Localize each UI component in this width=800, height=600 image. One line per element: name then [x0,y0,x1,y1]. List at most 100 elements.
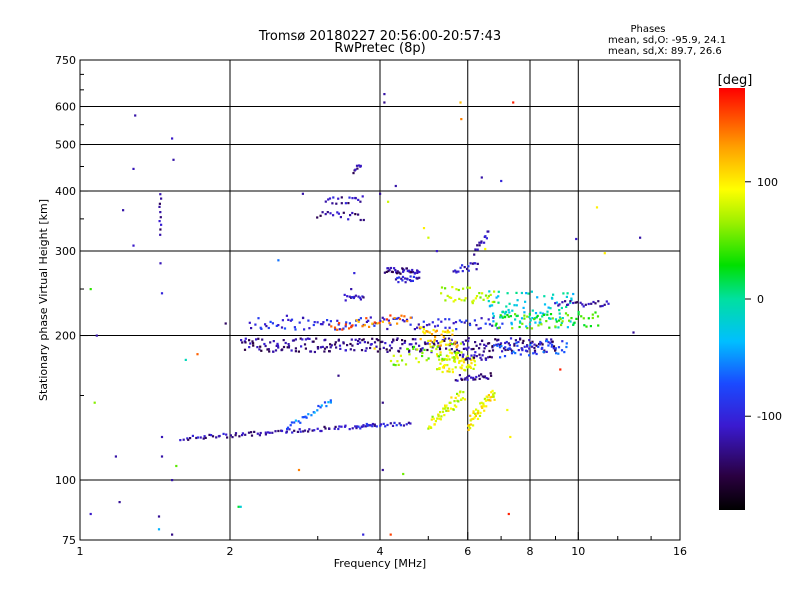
data-point [359,341,362,344]
data-point [557,352,560,355]
stats-heading: Phases [630,24,665,35]
data-point [583,324,586,327]
data-point [461,355,464,358]
data-point [451,368,454,371]
data-point [373,341,377,344]
data-point [386,350,389,353]
data-point [597,300,600,303]
data-point [422,328,426,331]
data-point [481,339,484,342]
data-point [531,317,534,320]
data-point [410,279,413,283]
data-point [560,349,564,352]
x-tick-label: 10 [571,545,585,558]
data-point [480,240,483,243]
data-point [93,401,96,404]
data-point [521,349,524,352]
data-point [559,368,562,371]
data-point [459,398,463,401]
data-point [473,319,476,322]
data-point [358,296,361,299]
data-point [567,303,570,306]
data-point [199,436,202,439]
data-point [560,323,563,327]
data-point [308,327,311,330]
data-point [361,339,364,342]
data-point [496,327,499,330]
data-point [467,265,470,268]
data-point [579,301,582,304]
data-point [528,347,531,350]
data-point [330,325,333,328]
data-point [550,338,553,341]
data-point [599,305,602,308]
data-point [396,360,399,363]
data-point [247,431,251,434]
data-point [375,338,378,341]
data-point [555,320,558,323]
data-point [428,343,431,346]
data-point [361,325,364,328]
data-point [409,422,412,425]
data-point [439,353,442,356]
data-point [473,354,476,357]
data-point [463,398,467,401]
data-point [526,315,529,318]
data-point [432,341,435,345]
data-point [448,331,451,334]
data-point [459,342,463,345]
data-point [244,337,247,340]
data-point [603,252,606,255]
data-point [488,290,491,293]
data-point [558,312,561,315]
data-point [510,323,513,326]
data-point [432,345,435,348]
data-point [224,322,227,325]
data-point [455,271,458,274]
data-point [546,310,549,313]
data-point [404,363,408,366]
data-point [566,292,569,295]
data-point [546,313,549,316]
data-point [336,328,339,331]
data-point [471,302,474,305]
data-point [408,349,411,352]
data-point [365,422,368,426]
data-point [354,294,357,297]
data-point [421,354,424,358]
data-point [438,348,442,351]
data-point [406,348,409,351]
data-point [351,427,354,430]
data-point [516,344,519,347]
data-point [476,244,479,247]
data-point [392,354,395,357]
data-point [518,320,522,323]
data-point [506,313,509,317]
data-point [459,390,462,393]
data-point [466,355,469,358]
data-point [409,275,412,278]
data-point [412,345,416,348]
data-point [565,295,568,298]
data-point [359,164,362,167]
data-point [395,338,398,341]
y-tick-label: 300 [55,245,76,258]
data-point [327,198,330,201]
data-point [158,220,161,223]
data-point [417,323,420,326]
data-point [348,295,351,298]
data-point [537,345,540,348]
data-point [260,327,263,330]
data-point [582,305,585,308]
data-point [558,309,561,312]
data-point [347,218,350,221]
data-point [607,302,610,305]
data-point [515,341,518,344]
colorbar [719,88,745,510]
data-point [457,351,460,354]
data-point [337,323,340,326]
data-point [519,338,522,341]
data-point [264,431,267,434]
data-point [312,340,315,343]
data-point [333,427,336,430]
